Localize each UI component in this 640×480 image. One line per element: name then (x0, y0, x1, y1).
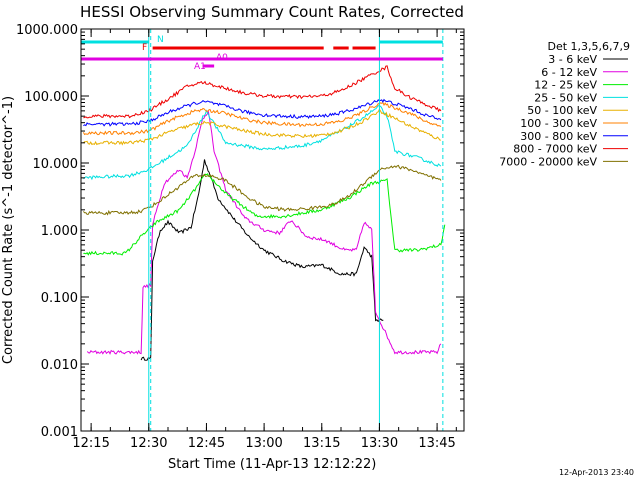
legend-label-3: 25 - 50 keV (534, 91, 597, 104)
y-axis-label: Corrected Count Rate (s^-1 detector^-1) (1, 96, 16, 364)
series-line-2 (83, 173, 446, 256)
series-line-7 (83, 65, 442, 119)
y-tick-label-6: 1000.000 (16, 23, 78, 38)
timestamp: 12-Apr-2013 23:40 (559, 468, 634, 477)
series-line-4 (83, 108, 441, 146)
y-tick-label-0: 0.001 (41, 425, 78, 440)
y-tick-label-5: 100.000 (24, 90, 78, 105)
legend-label-8: 7000 - 20000 keV (499, 155, 597, 168)
annotations: NF A1 A0 (81, 29, 444, 431)
series-line-6 (83, 98, 442, 127)
x-tick-label-6: 13:45 (418, 436, 455, 451)
chart-title: HESSI Observing Summary Count Rates, Cor… (80, 3, 464, 21)
legend-title: Det 1,3,5,6,7,9 (547, 40, 630, 53)
axes: 0.001 0.010 0.100 1.000 10.000 100.000 1000.00… (16, 23, 465, 451)
series-line-1 (86, 110, 442, 355)
legend-label-4: 50 - 100 keV (527, 104, 597, 117)
y-tick-label-3: 1.000 (41, 224, 78, 239)
flag-label-F: F (142, 43, 147, 53)
flag-label-A1: A1 (194, 62, 206, 72)
x-tick-label-2: 12:45 (188, 436, 225, 451)
x-axis-label: Start Time (11-Apr-13 12:12:22) (168, 457, 376, 472)
x-tick-label-0: 12:15 (72, 436, 109, 451)
legend-label-2: 12 - 25 keV (534, 79, 597, 92)
y-tick-label-4: 10.000 (33, 157, 79, 172)
legend-label-0: 3 - 6 keV (548, 53, 597, 66)
plot-area (82, 65, 446, 361)
x-tick-label-1: 12:30 (130, 436, 167, 451)
x-tick-label-4: 13:15 (303, 436, 340, 451)
legend-label-5: 100 - 300 keV (520, 117, 597, 130)
legend-label-7: 800 - 7000 keV (513, 143, 597, 156)
x-tick-label-3: 13:00 (245, 436, 282, 451)
plot-frame (80, 28, 465, 432)
series-line-8 (83, 164, 442, 216)
y-tick-label-1: 0.010 (41, 358, 78, 373)
series-line-0 (140, 159, 384, 361)
flag-label-A0: A0 (216, 53, 228, 63)
flag-label-N: N (157, 35, 164, 45)
legend-label-1: 6 - 12 keV (541, 66, 597, 79)
series-line-3 (83, 105, 442, 181)
series-line-5 (82, 102, 442, 136)
x-tick-label-5: 13:30 (361, 436, 398, 451)
y-tick-label-2: 0.100 (41, 291, 78, 306)
legend-label-6: 300 - 800 keV (520, 130, 597, 143)
